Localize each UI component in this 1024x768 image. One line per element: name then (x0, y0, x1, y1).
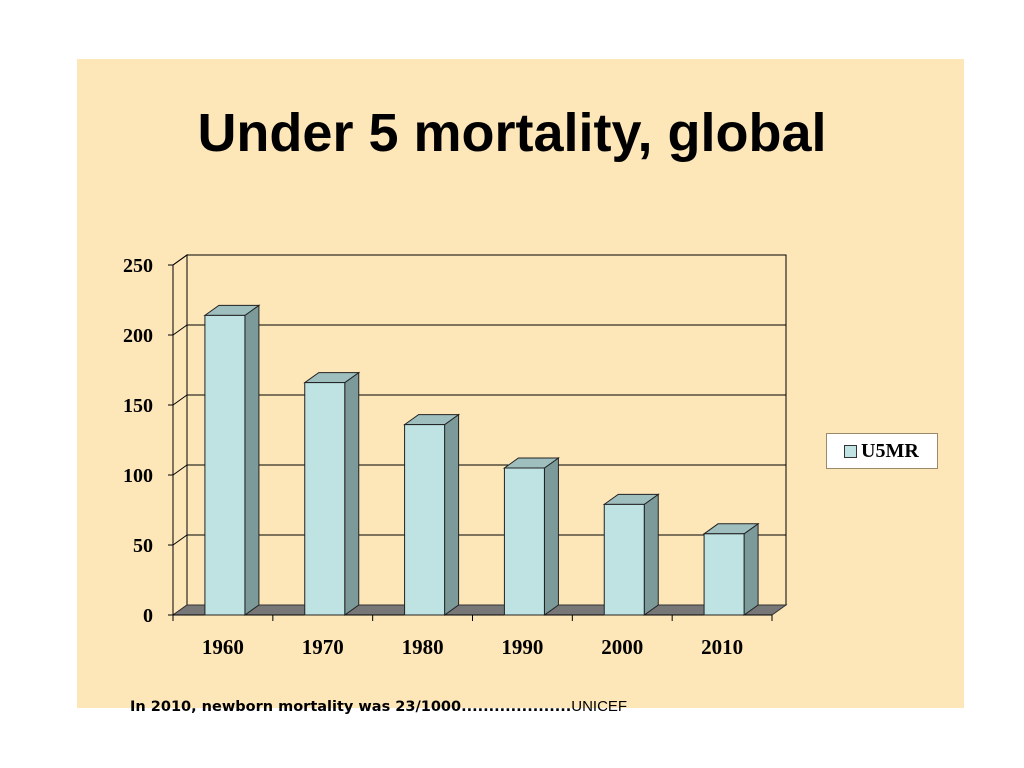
legend-swatch-u5mr (844, 444, 857, 458)
bar-side (643, 493, 659, 616)
y-tick-label: 150 (123, 395, 153, 417)
y-tick-label: 250 (123, 255, 153, 277)
footnote: In 2010, newborn mortality was 23/1000..… (130, 697, 627, 717)
bar-side (543, 457, 559, 616)
gridline-side (172, 254, 188, 266)
bar-1980 (404, 424, 446, 616)
x-tick-label: 1960 (202, 635, 244, 659)
legend-label-u5mr: U5MR (861, 439, 919, 462)
x-tick-label: 1970 (302, 635, 344, 659)
bar-side (743, 522, 759, 616)
footnote-source: UNICEF (571, 698, 628, 715)
bar-side (344, 371, 360, 616)
x-tick-label: 2010 (701, 635, 743, 659)
slide-title: Under 5 mortality, global (197, 103, 827, 163)
bar-2010 (703, 533, 745, 616)
bar-1970 (304, 382, 346, 616)
bar-2000 (603, 503, 645, 616)
gridline-side (172, 534, 188, 546)
bar-side (244, 304, 260, 616)
plot-floor (171, 604, 788, 616)
y-tick-label: 0 (143, 605, 153, 627)
footnote-text: In 2010, newborn mortality was 23/1000..… (130, 699, 572, 715)
y-tick-label: 200 (123, 325, 153, 347)
x-tick-label: 1980 (402, 635, 444, 659)
y-tick-label: 50 (133, 535, 153, 557)
bar-side (444, 413, 460, 616)
plot-side-wall (172, 254, 188, 616)
gridline-side (172, 394, 188, 406)
plot-back-wall (186, 254, 787, 606)
x-tick-label: 2000 (601, 635, 643, 659)
y-tick-label: 100 (123, 465, 153, 487)
chart-legend: U5MR (826, 433, 938, 469)
bar-1960 (204, 314, 246, 616)
gridline-side (172, 464, 188, 476)
x-tick-label: 1990 (501, 635, 543, 659)
gridline-side (172, 324, 188, 336)
bar-1990 (503, 467, 545, 616)
